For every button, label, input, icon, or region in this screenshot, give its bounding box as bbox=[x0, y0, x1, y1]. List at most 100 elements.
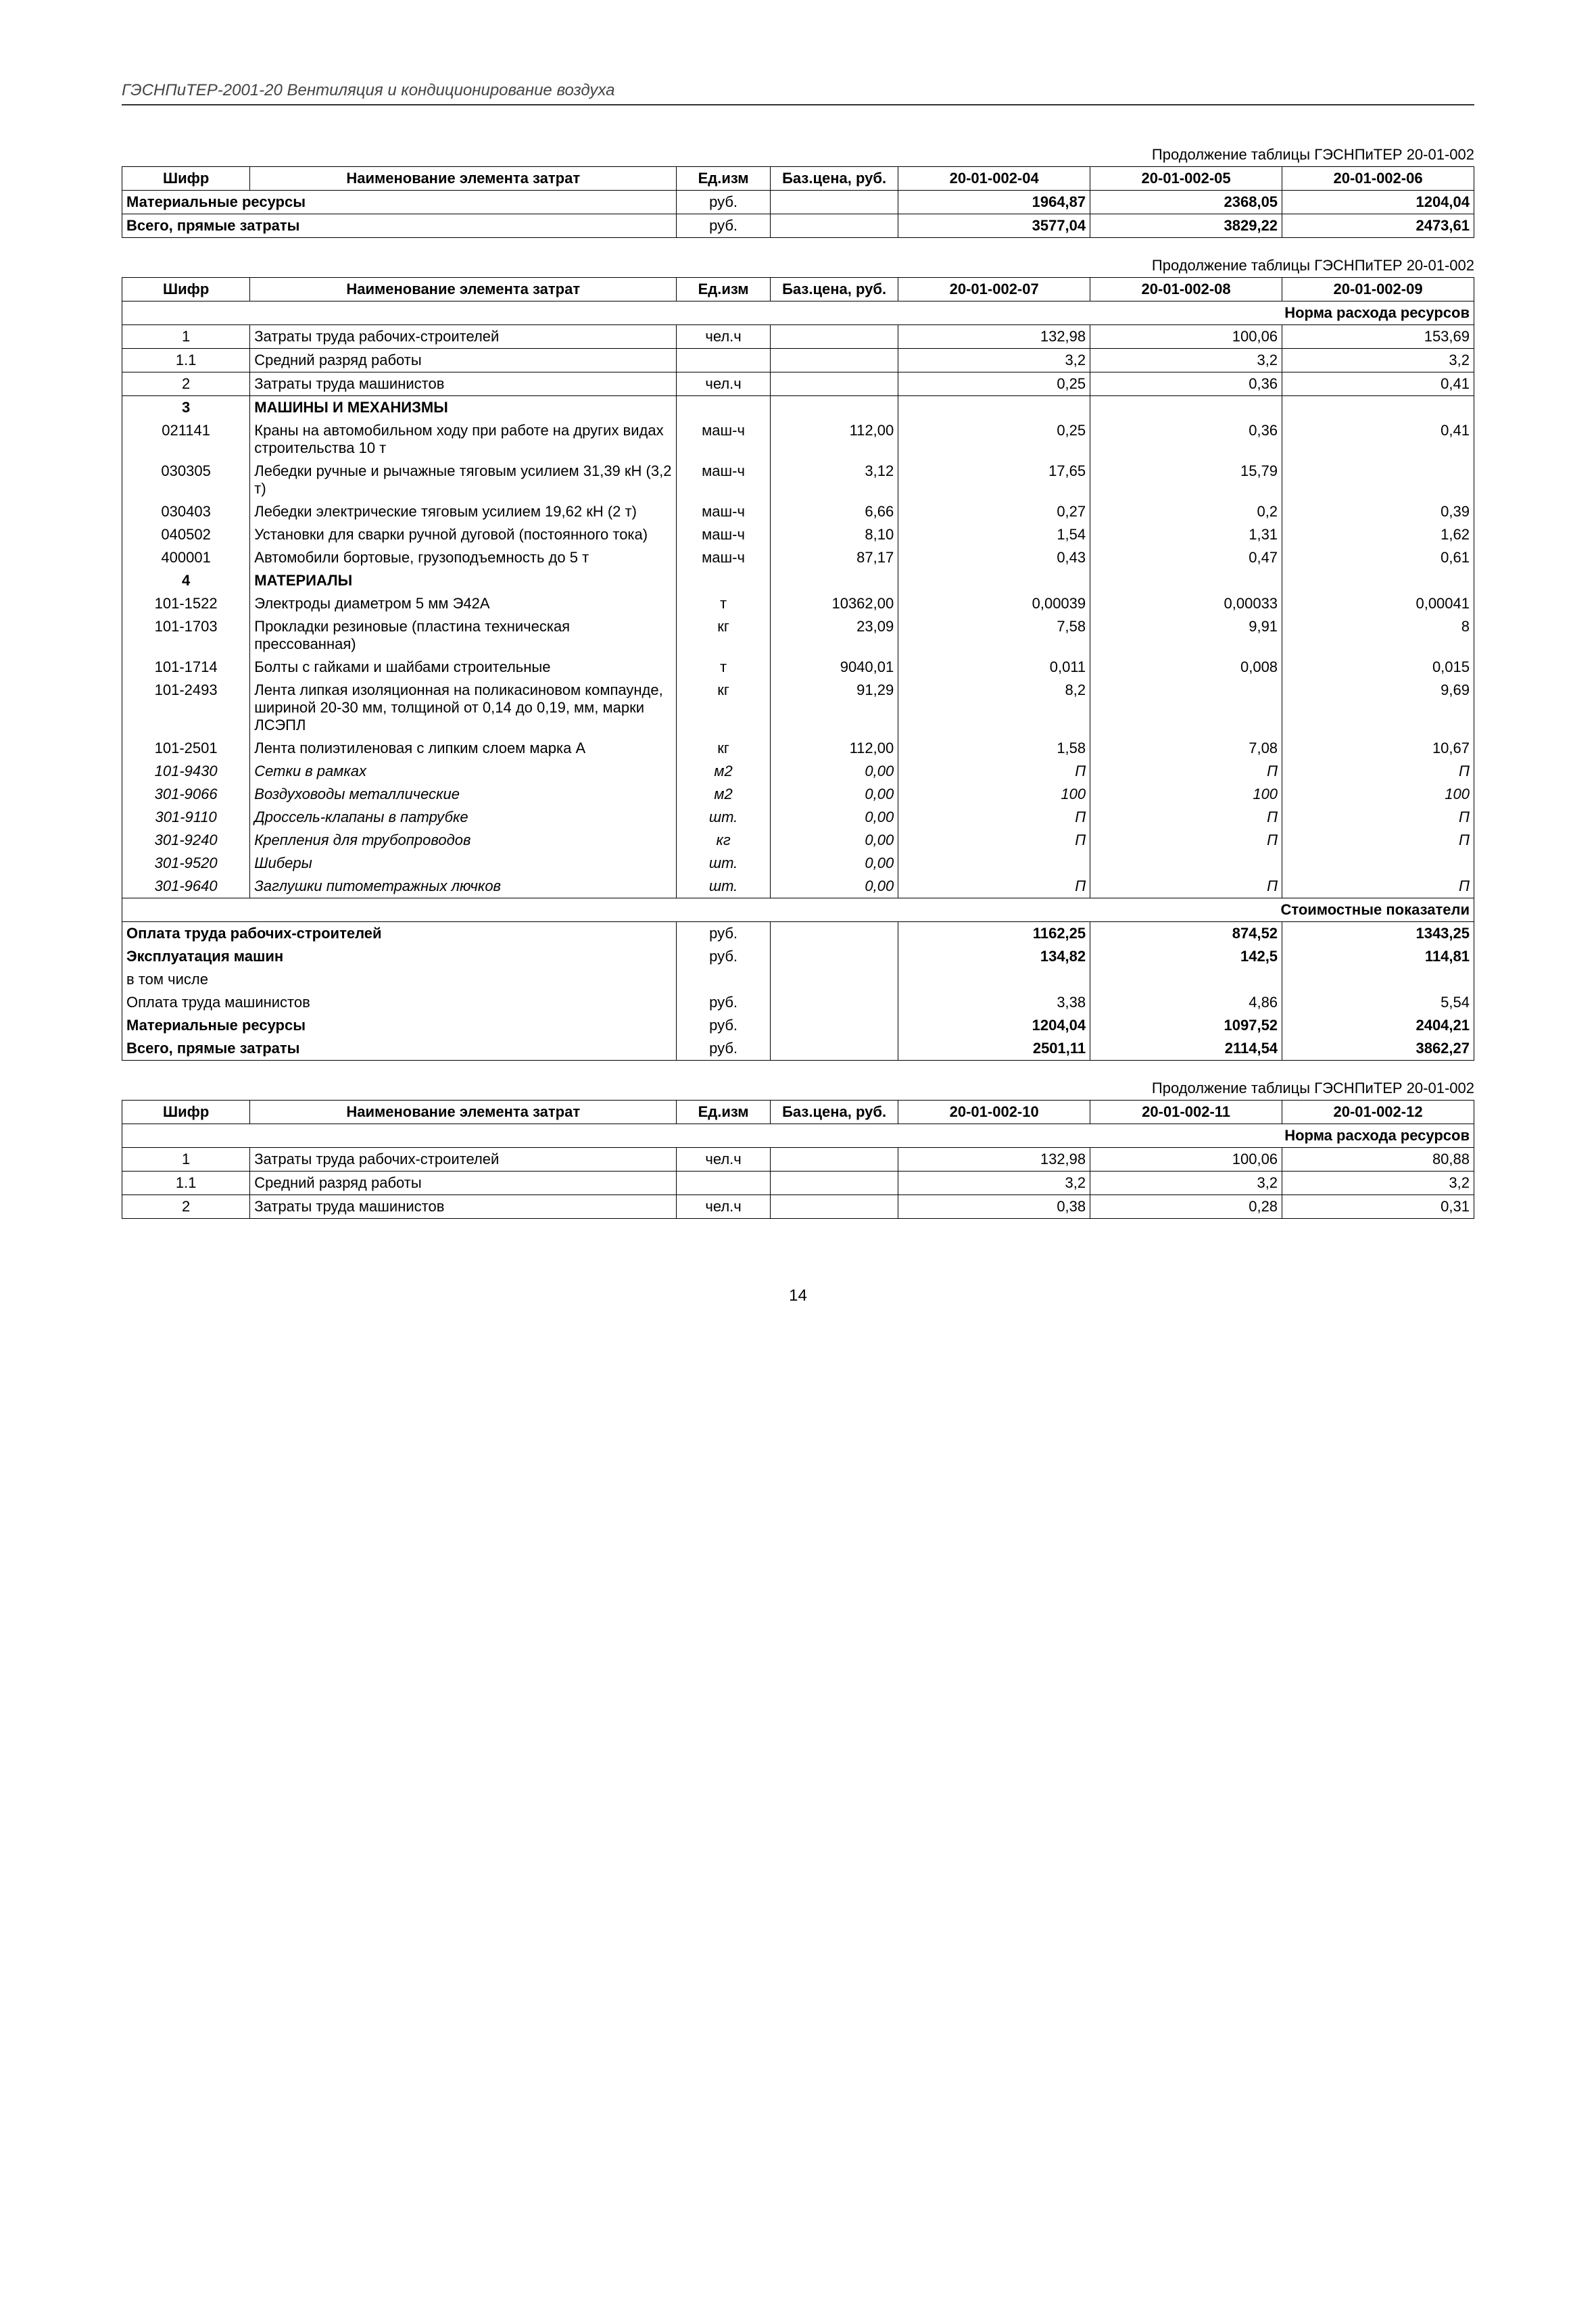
value-cell: П bbox=[898, 875, 1090, 898]
value-cell: 100 bbox=[1282, 783, 1474, 806]
table-row: Оплата труда машинистовруб.3,384,865,54 bbox=[122, 991, 1474, 1014]
col-shifr: Шифр bbox=[122, 1101, 250, 1124]
table-row: 301-9520Шиберышт.0,00 bbox=[122, 852, 1474, 875]
table-row: 040502Установки для сварки ручной дугово… bbox=[122, 523, 1474, 546]
materialy-header: 4 МАТЕРИАЛЫ bbox=[122, 569, 1474, 592]
name-cell: Дроссель-клапаны в патрубке bbox=[250, 806, 677, 829]
col-unit: Ед.изм bbox=[677, 167, 771, 191]
price-cell bbox=[770, 214, 898, 238]
value-cell: 17,65 bbox=[898, 460, 1090, 500]
value-cell: 0,31 bbox=[1282, 1195, 1474, 1219]
col-shifr: Шифр bbox=[122, 167, 250, 191]
unit-cell: чел.ч bbox=[677, 1195, 771, 1219]
col-v3: 20-01-002-09 bbox=[1282, 278, 1474, 301]
unit-cell: маш-ч bbox=[677, 460, 771, 500]
table-row: Всего, прямые затратыруб.2501,112114,543… bbox=[122, 1037, 1474, 1061]
col-price: Баз.цена, руб. bbox=[770, 1101, 898, 1124]
price-cell: 8,10 bbox=[770, 523, 898, 546]
name-cell: Крепления для трубопроводов bbox=[250, 829, 677, 852]
price-cell bbox=[770, 1148, 898, 1172]
name-cell: Заглушки питометражных лючков bbox=[250, 875, 677, 898]
num-cell: 301-9240 bbox=[122, 829, 250, 852]
table-row: 301-9066Воздуховоды металлическием20,001… bbox=[122, 783, 1474, 806]
name-cell: Шиберы bbox=[250, 852, 677, 875]
col-v2: 20-01-002-08 bbox=[1090, 278, 1282, 301]
price-cell bbox=[770, 349, 898, 372]
value-cell bbox=[898, 968, 1090, 991]
table-row: Материальные ресурсыруб.1204,041097,5224… bbox=[122, 1014, 1474, 1037]
table-header-row: Шифр Наименование элемента затрат Ед.изм… bbox=[122, 167, 1474, 191]
table3-continuation-label: Продолжение таблицы ГЭСНПиТЕР 20-01-002 bbox=[122, 1080, 1474, 1097]
value-cell: П bbox=[1282, 875, 1474, 898]
value-cell: 100 bbox=[1090, 783, 1282, 806]
price-cell: 0,00 bbox=[770, 806, 898, 829]
table-row: 101-9430Сетки в рамкахм20,00ППП bbox=[122, 760, 1474, 783]
table-row: 1Затраты труда рабочих-строителейчел.ч13… bbox=[122, 325, 1474, 349]
value-cell: 3,2 bbox=[898, 349, 1090, 372]
row-label: Всего, прямые затраты bbox=[122, 1037, 677, 1061]
value-cell: 874,52 bbox=[1090, 922, 1282, 946]
row-label: в том числе bbox=[122, 968, 677, 991]
price-cell bbox=[770, 968, 898, 991]
value-cell: П bbox=[898, 806, 1090, 829]
value-cell: П bbox=[1090, 806, 1282, 829]
table-row: 101-2493Лента липкая изоляционная на пол… bbox=[122, 679, 1474, 737]
price-cell: 10362,00 bbox=[770, 592, 898, 615]
name-cell: Средний разряд работы bbox=[250, 349, 677, 372]
value-cell: 0,008 bbox=[1090, 656, 1282, 679]
price-cell: 0,00 bbox=[770, 852, 898, 875]
col-price: Баз.цена, руб. bbox=[770, 278, 898, 301]
table-row: 101-1703Прокладки резиновые (пластина те… bbox=[122, 615, 1474, 656]
norma-header: Норма расхода ресурсов bbox=[122, 1124, 1474, 1148]
name-cell: Болты с гайками и шайбами строительные bbox=[250, 656, 677, 679]
unit-cell: кг bbox=[677, 737, 771, 760]
col-v3: 20-01-002-06 bbox=[1282, 167, 1474, 191]
value-cell: 0,28 bbox=[1090, 1195, 1282, 1219]
name-cell: Сетки в рамках bbox=[250, 760, 677, 783]
table-row: Всего, прямые затратыруб.3577,043829,222… bbox=[122, 214, 1474, 238]
value-cell: П bbox=[1282, 806, 1474, 829]
value-cell: 0,36 bbox=[1090, 372, 1282, 396]
value-cell: 100 bbox=[898, 783, 1090, 806]
value-cell: П bbox=[1090, 829, 1282, 852]
num-cell: 301-9110 bbox=[122, 806, 250, 829]
row-label: Оплата труда машинистов bbox=[122, 991, 677, 1014]
num-cell: 301-9640 bbox=[122, 875, 250, 898]
norma-label: Норма расхода ресурсов bbox=[122, 1124, 1474, 1148]
unit-cell: кг bbox=[677, 829, 771, 852]
unit-cell: шт. bbox=[677, 875, 771, 898]
col-v2: 20-01-002-11 bbox=[1090, 1101, 1282, 1124]
value-cell: 2473,61 bbox=[1282, 214, 1474, 238]
price-cell bbox=[770, 922, 898, 946]
unit-cell: чел.ч bbox=[677, 1148, 771, 1172]
value-cell bbox=[898, 852, 1090, 875]
price-cell: 112,00 bbox=[770, 737, 898, 760]
price-cell bbox=[770, 191, 898, 214]
num-cell: 301-9520 bbox=[122, 852, 250, 875]
value-cell: 114,81 bbox=[1282, 945, 1474, 968]
name-cell: Средний разряд работы bbox=[250, 1172, 677, 1195]
mashiny-header: 3 МАШИНЫ И МЕХАНИЗМЫ bbox=[122, 396, 1474, 420]
value-cell: 80,88 bbox=[1282, 1148, 1474, 1172]
value-cell: 1,54 bbox=[898, 523, 1090, 546]
row-label: Всего, прямые затраты bbox=[122, 214, 677, 238]
value-cell: 7,08 bbox=[1090, 737, 1282, 760]
name-cell: Воздуховоды металлические bbox=[250, 783, 677, 806]
sect-label: МАШИНЫ И МЕХАНИЗМЫ bbox=[250, 396, 677, 420]
col-unit: Ед.изм bbox=[677, 1101, 771, 1124]
col-name: Наименование элемента затрат bbox=[250, 278, 677, 301]
value-cell: 1964,87 bbox=[898, 191, 1090, 214]
table-row: 1.1Средний разряд работы3,23,23,2 bbox=[122, 349, 1474, 372]
row-label: Материальные ресурсы bbox=[122, 191, 677, 214]
value-cell: 3829,22 bbox=[1090, 214, 1282, 238]
value-cell: 1097,52 bbox=[1090, 1014, 1282, 1037]
name-cell: Лебедки ручные и рычажные тяговым усилие… bbox=[250, 460, 677, 500]
value-cell: 3,2 bbox=[898, 1172, 1090, 1195]
value-cell: 9,91 bbox=[1090, 615, 1282, 656]
table-row: 400001Автомобили бортовые, грузоподъемно… bbox=[122, 546, 1474, 569]
unit-cell: маш-ч bbox=[677, 419, 771, 460]
table-row: 030305Лебедки ручные и рычажные тяговым … bbox=[122, 460, 1474, 500]
table-header-row: Шифр Наименование элемента затрат Ед.изм… bbox=[122, 1101, 1474, 1124]
table-row: 030403Лебедки электрические тяговым усил… bbox=[122, 500, 1474, 523]
table-row: 301-9240Крепления для трубопроводовкг0,0… bbox=[122, 829, 1474, 852]
